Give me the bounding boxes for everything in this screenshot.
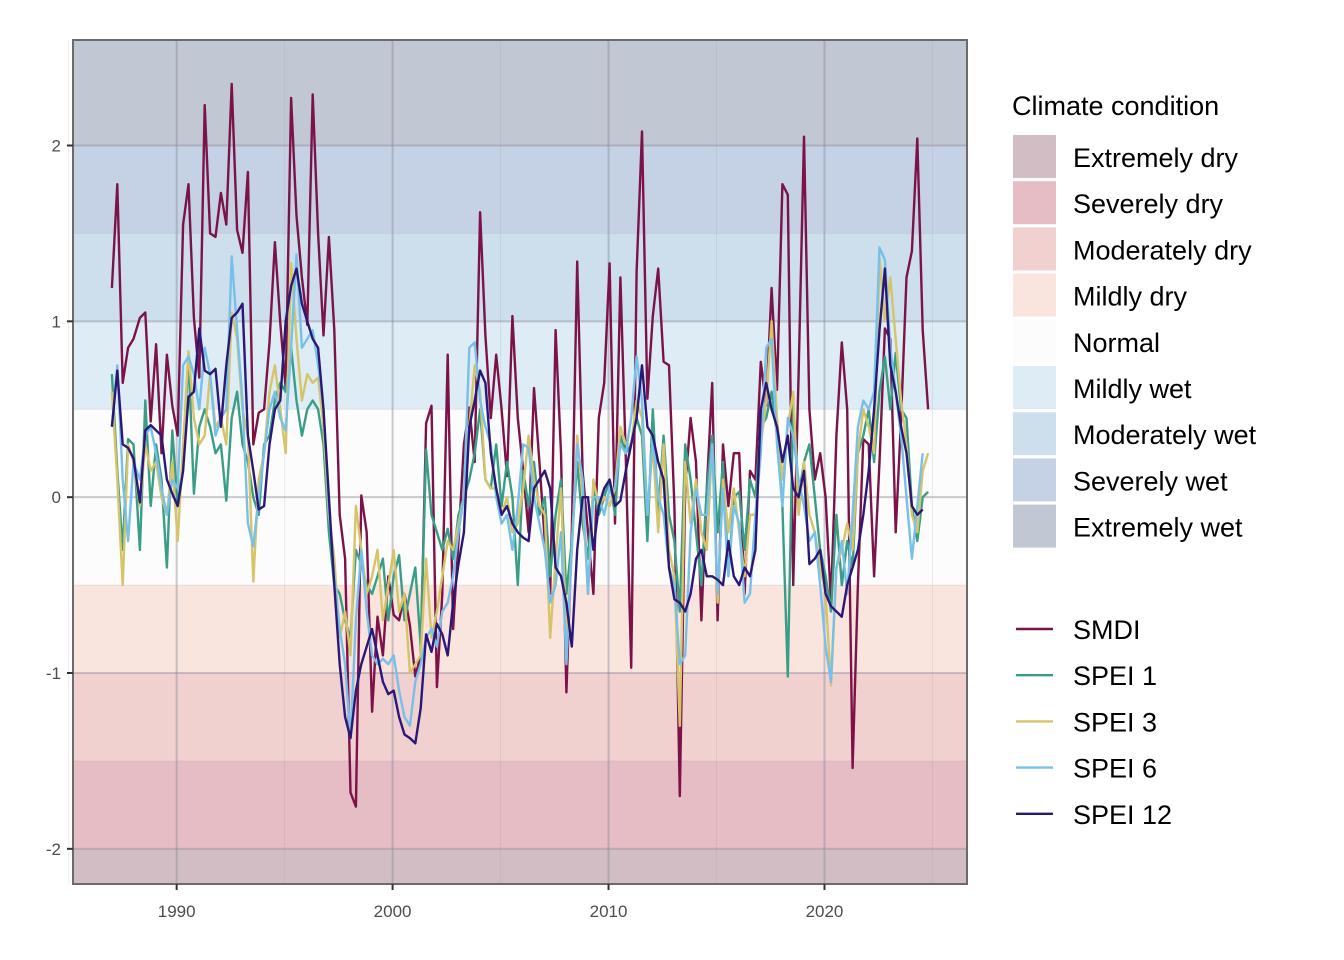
legend-label: Normal [1073, 328, 1160, 358]
legend-item-mildly-wet: Mildly wet [1013, 366, 1192, 409]
legend-label: SMDI [1073, 615, 1141, 645]
legend-item-severely-wet: Severely wet [1013, 458, 1228, 502]
band-severely-dry [73, 760, 967, 849]
legend-swatch [1013, 273, 1056, 317]
y-tick-label: 0 [52, 488, 61, 507]
band-severely-wet [73, 145, 967, 234]
legend-swatch [1013, 319, 1056, 363]
legend-item-moderately-dry: Moderately dry [1013, 227, 1252, 271]
series-lines [110, 82, 930, 808]
legend-label: SPEI 6 [1073, 754, 1157, 784]
legend-swatch [1013, 181, 1056, 225]
legend-label: Extremely wet [1073, 513, 1243, 543]
series-line-spei-3 [110, 256, 930, 727]
legend-label: Severely wet [1073, 466, 1228, 496]
legend-swatch [1013, 504, 1056, 548]
legend-label: SPEI 1 [1073, 661, 1157, 691]
x-tick-label: 2000 [374, 902, 412, 921]
legend-label: Moderately wet [1073, 420, 1257, 450]
grid-lines [68, 40, 967, 884]
y-tick-label: 2 [52, 137, 61, 156]
legend-item-spei-3: SPEI 3 [1016, 707, 1157, 737]
series-line-spei-12 [110, 267, 924, 745]
band-moderately-dry [73, 673, 967, 761]
band-extremely-dry [73, 848, 967, 884]
band-moderately-wet [73, 233, 967, 322]
plot-panel-border [72, 39, 968, 885]
band-mildly-dry [73, 585, 967, 673]
x-tick-label: 2020 [806, 902, 844, 921]
legend-label: SPEI 12 [1073, 800, 1172, 830]
legend-label: SPEI 3 [1073, 707, 1157, 737]
legend-climate-condition: Climate condition Extremely dry Severely … [1012, 91, 1257, 548]
series-line-spei-6 [110, 246, 924, 740]
band-mildly-wet [73, 321, 967, 410]
legend-label: Extremely dry [1073, 143, 1239, 173]
y-axis: -2 -1 0 1 2 [46, 137, 73, 859]
x-tick-label: 2010 [590, 902, 628, 921]
legend-swatch [1013, 458, 1056, 502]
legend-item-normal: Normal [1013, 319, 1160, 363]
legend-item-extremely-wet: Extremely wet [1013, 504, 1243, 548]
legend-item-moderately-wet: Moderately wet [1013, 412, 1257, 456]
series-line-smdi [110, 82, 930, 808]
legend-label: Severely dry [1073, 189, 1224, 219]
x-tick-label: 1990 [158, 902, 196, 921]
legend-item-spei-1: SPEI 1 [1016, 661, 1157, 691]
legend-label: Moderately dry [1073, 235, 1252, 265]
legend-swatch [1013, 366, 1056, 409]
x-axis: 1990 2000 2010 2020 [158, 884, 844, 921]
legend-swatch [1013, 412, 1056, 456]
legend-swatch [1013, 135, 1056, 178]
legend-item-spei-12: SPEI 12 [1016, 800, 1172, 830]
legend-label: Mildly wet [1073, 374, 1192, 404]
legend-label: Mildly dry [1073, 282, 1188, 312]
legend-series: SMDI SPEI 1 SPEI 3 SPEI 6 SPEI 12 [1016, 615, 1172, 830]
band-extremely-wet [73, 40, 967, 146]
y-tick-label: 1 [52, 312, 61, 331]
y-tick-label: -2 [46, 840, 61, 859]
legend-title: Climate condition [1012, 91, 1219, 121]
y-tick-label: -1 [46, 664, 61, 683]
legend-swatch [1013, 227, 1056, 271]
legend-item-extremely-dry: Extremely dry [1013, 135, 1239, 178]
legend-item-smdi: SMDI [1016, 615, 1141, 645]
legend-item-mildly-dry: Mildly dry [1013, 273, 1188, 317]
legend-item-spei-6: SPEI 6 [1016, 754, 1157, 784]
legend-item-severely-dry: Severely dry [1013, 181, 1224, 225]
